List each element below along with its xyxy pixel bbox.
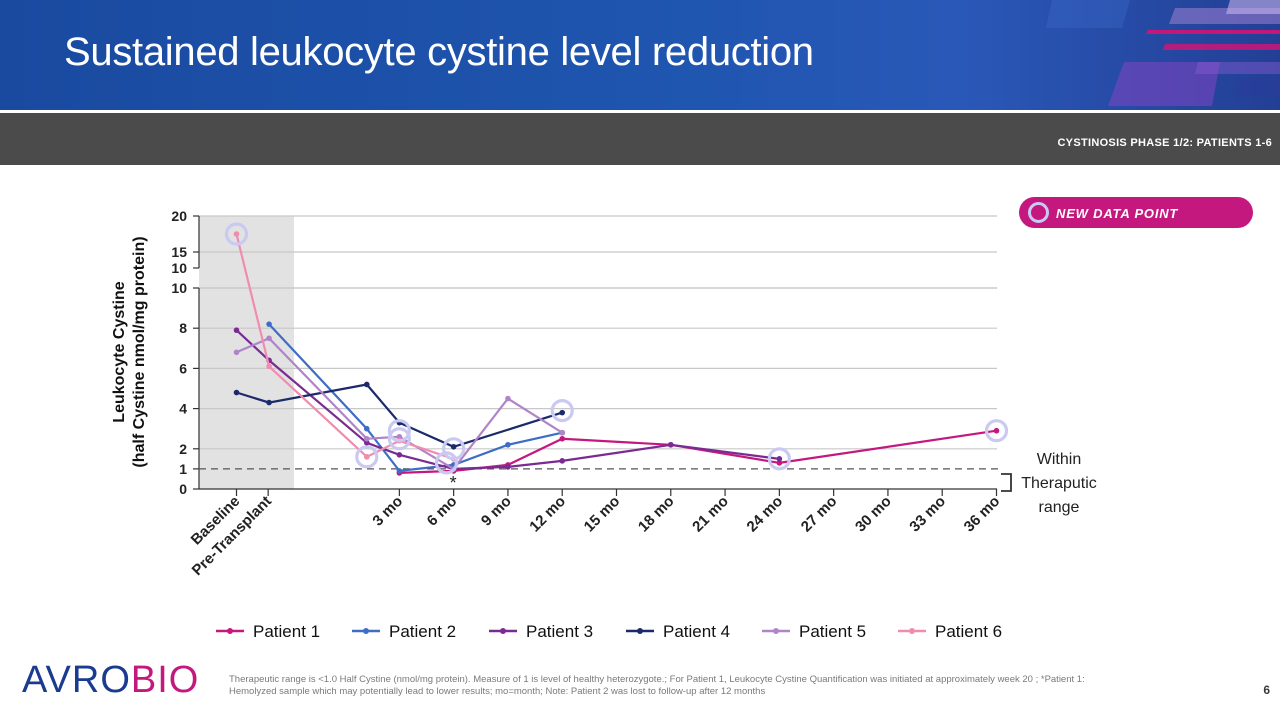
x-tick-label: 12 mo [526, 493, 569, 536]
x-tick-label: 36 mo [961, 493, 1004, 536]
x-tick-label: 21 mo [689, 493, 732, 536]
new-data-point-marker [767, 447, 791, 471]
legend-marker [227, 628, 233, 634]
slide-title: Sustained leukocyte cystine level reduct… [64, 30, 814, 74]
avrobio-logo: AVROBIO [22, 659, 199, 701]
x-tick-label: 27 mo [798, 493, 841, 536]
slide-subtitle: CYSTINOSIS PHASE 1/2: PATIENTS 1-6 [1057, 137, 1272, 149]
data-point [667, 441, 674, 448]
new-data-point-marker [224, 222, 249, 246]
data-point [396, 468, 403, 474]
x-tick-label: 6 mo [424, 493, 461, 530]
data-point [233, 231, 240, 237]
subtitle-bar: CYSTINOSIS PHASE 1/2: PATIENTS 1-6 [0, 113, 1280, 165]
data-point [233, 327, 240, 334]
data-point [776, 456, 783, 462]
data-point [559, 435, 566, 442]
x-tick-label: 24 mo [744, 493, 787, 536]
data-point [233, 349, 240, 356]
data-point [363, 435, 370, 442]
data-point [559, 458, 566, 464]
new-data-point-marker [434, 451, 459, 475]
new-data-point-marker [355, 445, 379, 469]
badge-label: NEW DATA POINT [1056, 206, 1179, 221]
legend-label: Patient 5 [799, 622, 866, 641]
data-point [363, 425, 370, 432]
x-tick-label: 33 mo [906, 493, 949, 536]
x-tick-label: 3 mo [369, 493, 406, 530]
therapeutic-range-bracket [1001, 473, 1012, 492]
data-point [505, 441, 511, 448]
series-line-patient-4 [236, 383, 563, 448]
new-data-point-badge: NEW DATA POINT [1019, 197, 1253, 228]
data-point [559, 409, 566, 416]
legend-label: Patient 2 [389, 622, 456, 641]
legend-label: Patient 4 [663, 622, 730, 641]
series-line-patient-2 [268, 323, 563, 473]
legend-label: Patient 1 [253, 622, 320, 641]
page-number: 6 [1263, 683, 1270, 697]
data-point [559, 429, 566, 436]
new-data-point-marker [442, 437, 466, 461]
x-tick-label: 30 mo [852, 493, 895, 536]
header-divider [0, 110, 1280, 113]
legend-marker [500, 628, 506, 634]
y-tick-label: 8 [179, 320, 187, 336]
data-point [266, 321, 272, 327]
y-tick-label: 15 [171, 244, 187, 260]
legend-marker [637, 628, 643, 634]
therapeutic-range-label: Within Theraputic range [1021, 451, 1097, 516]
data-point [450, 443, 457, 450]
legend-marker [773, 628, 779, 634]
highlight-circle-icon [1028, 202, 1049, 223]
asterisk-note: * [450, 473, 457, 493]
svg-text:AVROBIO: AVROBIO [22, 659, 199, 701]
x-tick-label: 15 mo [581, 493, 624, 536]
y-tick-label: 2 [179, 441, 187, 457]
header-decoration [1046, 0, 1280, 106]
new-data-point-marker [550, 399, 574, 423]
data-point [396, 452, 403, 458]
data-point [363, 439, 370, 446]
data-point [266, 399, 272, 406]
y-tick-label: 20 [171, 208, 187, 224]
new-data-point-marker [387, 427, 411, 451]
data-point [233, 389, 240, 396]
data-point [776, 460, 783, 466]
legend-marker [363, 628, 369, 634]
data-point [505, 395, 511, 402]
baseline-shaded-region [199, 216, 294, 489]
y-tick-label: 1 [179, 461, 187, 477]
data-point [266, 335, 272, 342]
y-tick-label: 4 [179, 401, 187, 417]
y-tick-label: 0 [179, 481, 187, 497]
data-point [266, 363, 272, 370]
data-point [396, 433, 403, 440]
data-point [993, 427, 1000, 434]
y-tick-label: 6 [179, 360, 187, 376]
data-point [505, 464, 511, 470]
legend-label: Patient 3 [526, 622, 593, 641]
data-point [363, 454, 370, 460]
x-tick-label: 9 mo [478, 493, 515, 530]
data-point [363, 381, 370, 388]
x-tick-label: 18 mo [635, 493, 678, 536]
y-axis-label: Leukocyte Cystine (half Cystine nmol/mg p… [111, 236, 148, 467]
legend-label: Patient 6 [935, 622, 1002, 641]
footnote: Therapeutic range is <1.0 Half Cystine (… [229, 674, 1085, 697]
header-banner: Sustained leukocyte cystine level reduct… [0, 0, 1280, 110]
legend-marker [909, 628, 915, 634]
new-data-point-marker [984, 419, 1009, 443]
new-data-point-marker [387, 419, 411, 443]
y-tick-label: 10 [171, 280, 187, 296]
y-tick-label: 10 [171, 260, 187, 276]
